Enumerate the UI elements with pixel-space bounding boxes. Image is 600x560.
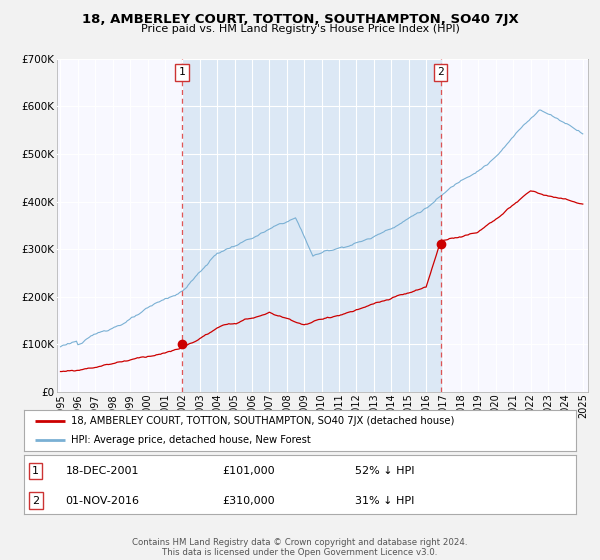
Text: £310,000: £310,000 bbox=[223, 496, 275, 506]
Text: 1: 1 bbox=[178, 67, 185, 77]
Text: 18, AMBERLEY COURT, TOTTON, SOUTHAMPTON, SO40 7JX: 18, AMBERLEY COURT, TOTTON, SOUTHAMPTON,… bbox=[82, 13, 518, 26]
Text: 2: 2 bbox=[437, 67, 444, 77]
Text: 1: 1 bbox=[32, 466, 39, 476]
Text: Contains HM Land Registry data © Crown copyright and database right 2024.
This d: Contains HM Land Registry data © Crown c… bbox=[132, 538, 468, 557]
Text: £101,000: £101,000 bbox=[223, 466, 275, 476]
Text: HPI: Average price, detached house, New Forest: HPI: Average price, detached house, New … bbox=[71, 435, 311, 445]
Text: Price paid vs. HM Land Registry's House Price Index (HPI): Price paid vs. HM Land Registry's House … bbox=[140, 24, 460, 34]
Text: 52% ↓ HPI: 52% ↓ HPI bbox=[355, 466, 415, 476]
Text: 01-NOV-2016: 01-NOV-2016 bbox=[65, 496, 139, 506]
Text: 18-DEC-2001: 18-DEC-2001 bbox=[65, 466, 139, 476]
Bar bbox=[182, 59, 441, 392]
Text: 18, AMBERLEY COURT, TOTTON, SOUTHAMPTON, SO40 7JX (detached house): 18, AMBERLEY COURT, TOTTON, SOUTHAMPTON,… bbox=[71, 417, 454, 426]
Text: 2: 2 bbox=[32, 496, 40, 506]
Text: 31% ↓ HPI: 31% ↓ HPI bbox=[355, 496, 415, 506]
